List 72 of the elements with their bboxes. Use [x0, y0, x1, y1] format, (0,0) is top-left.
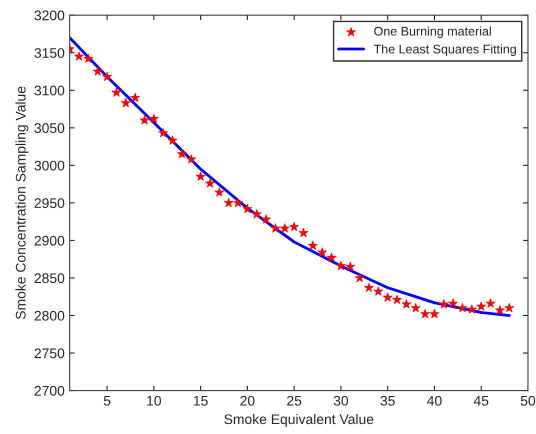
- point: [345, 262, 356, 271]
- y-tick-label: 3200: [34, 10, 64, 20]
- point: [326, 252, 336, 262]
- point: [74, 51, 84, 61]
- point: [121, 98, 131, 108]
- y-tick-label: 2800: [34, 310, 64, 321]
- point: [102, 72, 112, 81]
- point: [196, 172, 206, 181]
- legend-label: One Burning material: [374, 26, 491, 38]
- y-tick-label: 3150: [34, 48, 64, 58]
- point: [336, 260, 346, 270]
- y-tick-label: 2850: [34, 273, 64, 284]
- x-tick-label: 45: [474, 396, 488, 406]
- point: [392, 294, 402, 304]
- point: [402, 299, 412, 308]
- point: [130, 92, 140, 102]
- point: [168, 136, 178, 145]
- x-axis-title: Smoke Equivalent Value: [224, 414, 374, 427]
- x-tick-label: 5: [104, 396, 110, 406]
- point: [382, 292, 392, 302]
- point: [410, 303, 421, 312]
- point: [364, 282, 374, 292]
- point: [476, 302, 486, 311]
- point: [486, 298, 496, 308]
- point: [289, 222, 299, 232]
- point: [495, 305, 505, 314]
- point: [420, 309, 430, 318]
- point: [177, 149, 187, 158]
- point: [308, 240, 318, 250]
- point: [298, 228, 308, 238]
- point: [430, 309, 440, 318]
- x-tick-label: 35: [380, 396, 395, 406]
- point: [270, 223, 280, 233]
- point: [205, 178, 215, 188]
- y-tick-label: 2700: [34, 386, 64, 396]
- point: [374, 286, 384, 296]
- y-tick-label: 3100: [34, 86, 64, 96]
- point: [233, 198, 243, 208]
- point: [112, 88, 122, 97]
- point: [448, 298, 458, 308]
- point: [158, 128, 168, 138]
- x-tick-label: 15: [194, 396, 208, 406]
- point: [354, 272, 364, 282]
- x-tick-label: 20: [240, 396, 255, 406]
- y-tick-label: 2950: [34, 198, 64, 208]
- point: [84, 54, 94, 63]
- point: [242, 204, 252, 214]
- point: [280, 223, 290, 233]
- point: [458, 303, 468, 312]
- x-tick-label: 40: [427, 396, 442, 406]
- x-tick-label: 30: [334, 396, 348, 406]
- x-tick-label: 10: [147, 396, 162, 406]
- y-tick-label: 2750: [34, 348, 64, 358]
- x-tick-label: 50: [520, 396, 536, 406]
- legend-label: The Least Squares Fitting: [374, 44, 516, 56]
- point: [186, 154, 196, 164]
- x-tick-label: 25: [287, 396, 302, 406]
- point: [439, 299, 449, 308]
- point: [467, 304, 477, 314]
- point: [317, 247, 327, 257]
- y-tick-label: 2900: [34, 236, 64, 246]
- point: [261, 214, 271, 224]
- point: [252, 209, 262, 218]
- point: [140, 115, 150, 124]
- y-tick-label: 3000: [34, 160, 64, 171]
- point: [224, 198, 234, 208]
- point: [92, 66, 103, 76]
- y-tick-label: 3050: [34, 123, 64, 133]
- point: [149, 114, 159, 123]
- y-axis-title: Smoke Concentration Sampling Value: [15, 86, 28, 320]
- point: [214, 187, 224, 196]
- point: [504, 303, 514, 312]
